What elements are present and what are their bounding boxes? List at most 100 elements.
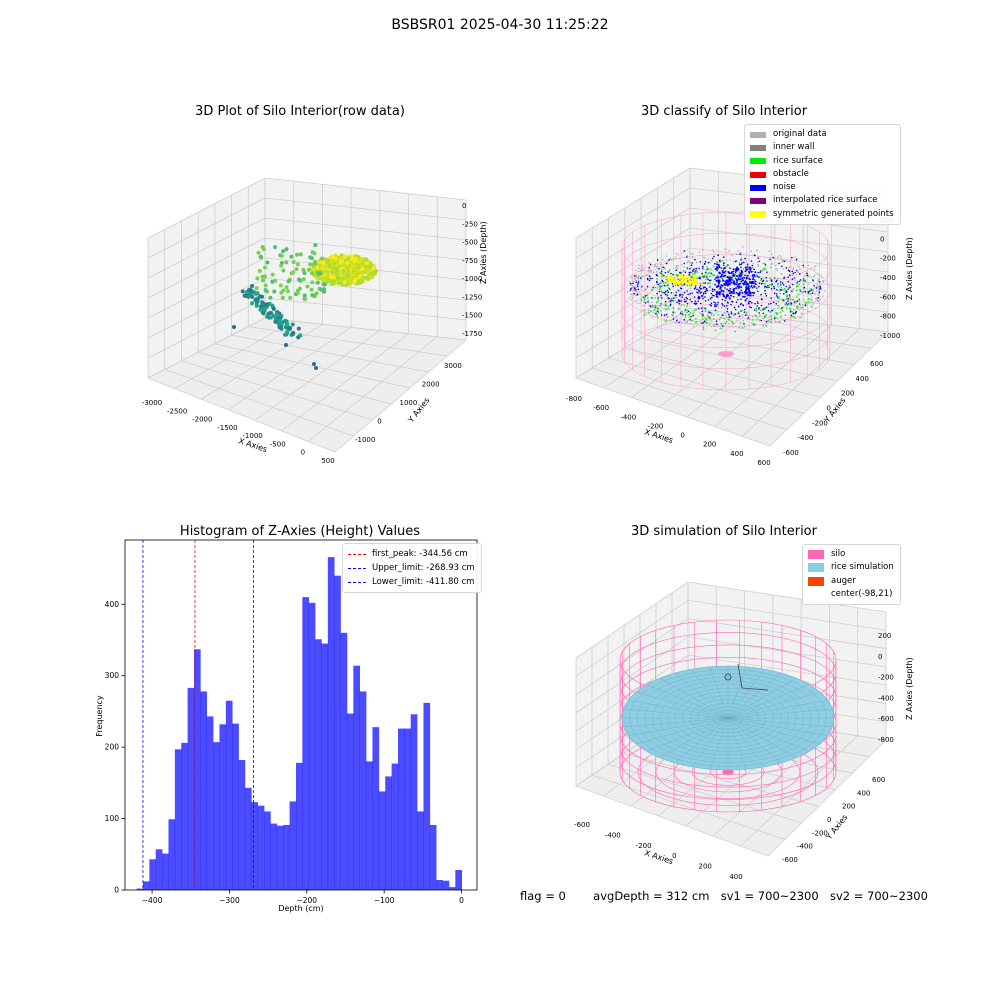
noise-point	[815, 287, 818, 289]
original-point	[741, 257, 743, 259]
legend-item: rice simulation	[808, 561, 894, 574]
noise-point	[717, 254, 719, 256]
original-point	[702, 249, 704, 251]
grid-line	[641, 337, 838, 382]
rice-surface-point	[691, 319, 693, 322]
noise-point	[702, 314, 704, 316]
noise-point	[682, 293, 684, 296]
noise-point	[748, 300, 750, 303]
raw-plot-title: 3D Plot of Silo Interior(row data)	[195, 104, 405, 119]
legend-swatch	[808, 550, 824, 560]
rice-surface-point	[797, 307, 799, 309]
data-point	[343, 254, 348, 259]
noise-point	[739, 275, 742, 278]
symmetric-point	[692, 274, 695, 277]
original-point	[811, 296, 813, 298]
noise-point	[711, 288, 714, 290]
data-point	[295, 291, 300, 296]
data-point	[305, 284, 310, 289]
histogram-bar	[436, 880, 443, 890]
data-point	[256, 250, 261, 255]
noise-point	[738, 291, 741, 294]
auger-line	[737, 663, 743, 689]
symmetric-point	[684, 276, 687, 279]
data-point	[295, 252, 299, 257]
data-point	[360, 279, 365, 284]
symmetric-point	[681, 279, 684, 282]
noise-point	[744, 257, 746, 260]
noise-point	[748, 289, 750, 292]
rice-surface-point	[675, 273, 678, 276]
noise-point	[744, 270, 747, 273]
original-point	[715, 319, 718, 321]
data-point	[301, 267, 306, 272]
classify-z-tick-label: -400	[880, 274, 896, 282]
original-point	[691, 310, 694, 312]
noise-point	[809, 290, 811, 292]
rice-surface-point	[710, 313, 713, 316]
noise-point	[716, 263, 718, 265]
noise-point	[758, 312, 760, 314]
noise-point	[635, 288, 637, 291]
noise-point	[701, 322, 703, 325]
noise-point	[630, 287, 632, 290]
rice-surface-point	[657, 299, 659, 302]
noise-point	[711, 294, 714, 297]
noise-point	[660, 294, 662, 297]
original-point	[793, 302, 796, 305]
noise-point	[765, 295, 768, 297]
noise-point	[667, 297, 669, 299]
rice-surface-point	[686, 305, 688, 307]
noise-point	[731, 271, 734, 273]
noise-point	[689, 318, 691, 321]
noise-point	[732, 274, 735, 277]
grid-line	[264, 177, 467, 201]
simulation-x-tick-label: 200	[699, 863, 712, 871]
rice-mesh-line	[709, 666, 729, 719]
histogram-bar	[308, 602, 316, 890]
noise-point	[793, 301, 796, 303]
noise-point	[648, 279, 651, 282]
rice-surface-point	[720, 316, 722, 319]
rice-surface-point	[759, 314, 761, 317]
rice-mesh-line	[727, 717, 810, 752]
data-point	[373, 268, 378, 273]
noise-point	[745, 292, 747, 295]
rice-surface-point	[786, 295, 789, 297]
legend-swatch	[750, 131, 766, 138]
grid-line	[575, 377, 771, 447]
simulation-xlabel: X Axies	[643, 848, 674, 866]
noise-point	[753, 279, 756, 281]
noise-point	[686, 290, 688, 292]
rice-surface-point	[774, 277, 776, 279]
data-point	[255, 299, 260, 304]
noise-point	[715, 323, 718, 325]
data-point	[353, 257, 359, 262]
rice-surface-point	[791, 315, 793, 318]
data-point	[266, 311, 271, 316]
noise-point	[740, 289, 743, 292]
noise-point	[810, 289, 813, 291]
noise-point	[637, 293, 639, 295]
rice-surface-point	[790, 304, 792, 306]
noise-point	[753, 309, 756, 311]
noise-point	[770, 288, 773, 290]
noise-point	[768, 303, 770, 305]
noise-point	[739, 253, 741, 255]
rice-surface-point	[705, 278, 707, 281]
noise-point	[730, 281, 733, 284]
data-point	[348, 282, 353, 287]
noise-point	[689, 292, 692, 295]
histogram-bar	[410, 714, 418, 890]
noise-point	[740, 302, 742, 305]
noise-point	[791, 283, 794, 286]
rice-surface-point	[728, 319, 731, 321]
data-point	[314, 366, 318, 370]
rice-surface-point	[666, 308, 668, 310]
noise-point	[751, 280, 754, 283]
classify-x-tick-label: 0	[680, 432, 684, 440]
original-point	[634, 276, 637, 279]
data-point	[340, 276, 345, 281]
legend-label: interpolated rice surface	[773, 195, 878, 206]
noise-point	[663, 284, 666, 287]
